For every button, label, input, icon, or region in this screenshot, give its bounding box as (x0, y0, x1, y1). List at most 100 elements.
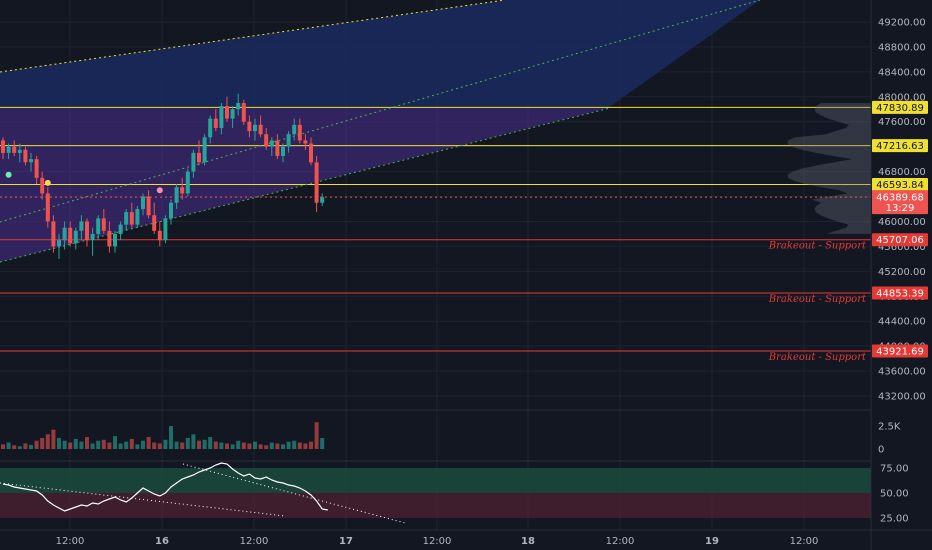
volume-bar (79, 441, 84, 449)
volume-bar (135, 444, 140, 449)
volume-bar (191, 434, 196, 449)
candle-body (152, 215, 157, 231)
candle-body (314, 162, 319, 203)
volume-bar (29, 444, 33, 449)
price-tick-label: 43600.00 (878, 367, 926, 378)
candle-body (135, 209, 140, 225)
volume-bar (269, 442, 274, 449)
candle-body (45, 193, 50, 222)
candles[interactable] (1, 93, 325, 259)
candle-body (29, 159, 33, 163)
signal-dot (5, 171, 12, 178)
upper-trendline[interactable] (0, 0, 506, 73)
price-tag-label: 44853.39 (876, 288, 924, 299)
volume-bar (124, 441, 129, 449)
price-tick-label: 49200.00 (878, 18, 926, 29)
volume-bar (225, 443, 229, 449)
rsi-tick-label: 50.00 (880, 489, 909, 500)
candle-body (281, 146, 285, 157)
candle-body (146, 196, 151, 216)
volume-bar (303, 443, 308, 449)
candle-body (219, 106, 224, 128)
price-tick-label: 46000.00 (878, 217, 926, 228)
volume-bar (309, 441, 313, 449)
volume-profile (787, 103, 871, 234)
price-tick-label: 45200.00 (878, 267, 926, 278)
candle-body (303, 140, 308, 144)
candle-body (23, 149, 28, 163)
volume-bar (202, 439, 207, 449)
rsi-axis: 75.00 50.00 25.00 (880, 464, 909, 525)
volume-bar (247, 443, 252, 449)
candle-body (169, 202, 173, 219)
volume-bar (197, 440, 201, 449)
time-tick-label: 16 (155, 536, 169, 547)
candle-body (79, 221, 84, 231)
volume-bar (275, 443, 280, 449)
candle-body (236, 103, 241, 110)
level-annotation: Brakeout - Support (768, 352, 867, 363)
volume-bar (219, 442, 224, 449)
price-tick-label: 44400.00 (878, 317, 926, 328)
candle-body (258, 124, 263, 135)
price-tag-bg (872, 177, 928, 191)
time-tick-label: 12:00 (56, 536, 85, 547)
time-axis[interactable]: 12:00 16 12:00 17 12:00 18 12:00 19 12:00 (56, 536, 819, 547)
candle-body (174, 187, 179, 203)
volume-bar (241, 442, 246, 449)
price-tag-label: 47216.63 (876, 141, 924, 152)
rsi-line (2, 462, 328, 512)
candle-body (129, 212, 134, 225)
rsi-overbought-zone (0, 468, 871, 493)
price-tick-label: 46800.00 (878, 167, 926, 178)
upper-channel-fill (0, 0, 760, 108)
level-annotation: Brakeout - Support (768, 294, 867, 305)
price-tick-label: 45600.00 (878, 242, 926, 253)
middle-trendline[interactable] (0, 0, 761, 223)
volume-bar (146, 437, 151, 449)
candle-body (124, 212, 129, 225)
candle-body (96, 218, 101, 234)
time-tick-label: 12:00 (606, 536, 635, 547)
candle-body (275, 140, 280, 157)
rsi-tick-label: 75.00 (880, 464, 909, 475)
candle-body (230, 109, 235, 119)
time-tick-label: 12:00 (240, 536, 269, 547)
candle-body (213, 118, 218, 128)
volume-bar (96, 440, 101, 449)
volume-bar (23, 443, 28, 449)
horizontal-levels[interactable]: Brakeout - Support Brakeout - Support Brak… (0, 106, 871, 363)
candle-body (286, 134, 291, 147)
volume-bar (51, 429, 56, 449)
rsi-oversold-zone (0, 493, 871, 518)
candle-body (113, 233, 117, 247)
price-tick-label: 43200.00 (878, 392, 926, 403)
current-price-countdown: 13:29 (886, 203, 915, 214)
volume-bar (1, 444, 5, 449)
volume-bar (253, 441, 257, 449)
candle-body (309, 143, 313, 163)
time-tick-label: 12:00 (790, 536, 819, 547)
volume-bar (180, 442, 185, 449)
candle-body (197, 152, 201, 163)
signal-dots (5, 171, 163, 194)
price-tag-label: 45707.06 (876, 235, 924, 246)
rsi-tick-label: 25.00 (880, 514, 909, 525)
price-tag-bg (872, 233, 928, 247)
price-tag-bg (872, 100, 928, 114)
current-price-label: 46389.68 (876, 193, 924, 204)
volume-bar (129, 438, 134, 449)
volume-bar (101, 439, 106, 449)
price-tag-bg (872, 286, 928, 300)
volume-bar (157, 443, 162, 449)
price-tag-label: 46593.84 (876, 180, 924, 191)
level-annotation: Brakeout - Support (768, 241, 867, 252)
volume-bar (34, 440, 39, 449)
volume-bar (141, 440, 145, 449)
price-tags: 47830.89 47216.63 46593.84 45707.06 44853.39… (872, 100, 928, 358)
volume-bar (6, 442, 11, 449)
volume-bar (17, 446, 22, 449)
candle-body (85, 221, 89, 241)
time-tick-label: 19 (705, 536, 719, 547)
